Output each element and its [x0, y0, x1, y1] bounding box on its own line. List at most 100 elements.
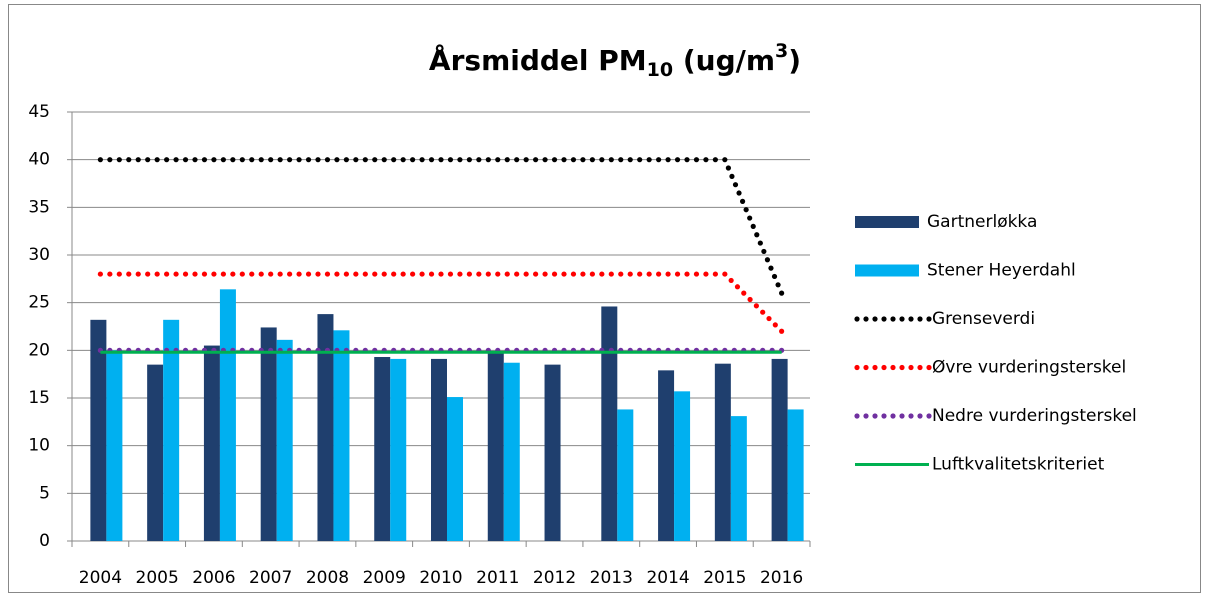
line-dot: [729, 173, 735, 179]
line-dot: [268, 157, 274, 163]
legend-swatch: [854, 413, 932, 419]
x-tick-label: 2005: [136, 568, 179, 588]
line-dot: [372, 271, 378, 277]
line-dot: [703, 157, 709, 163]
line-dot: [514, 271, 520, 277]
legend-dot: [872, 316, 878, 322]
x-tick-label: 2006: [192, 568, 235, 588]
line-dot: [703, 271, 709, 277]
line-dot: [447, 157, 454, 163]
line-dot: [447, 271, 454, 277]
line-dot: [504, 271, 510, 277]
legend-dot: [854, 364, 860, 371]
line-dot: [410, 157, 416, 163]
line-dot: [665, 157, 671, 163]
y-tick-label: 15: [28, 388, 50, 408]
bar: [163, 319, 180, 541]
line-dot: [173, 271, 179, 277]
legend-dot: [881, 364, 887, 371]
line-dot: [182, 157, 189, 163]
line-dot: [646, 271, 652, 277]
line-dot: [684, 271, 690, 277]
line-dot: [725, 165, 731, 171]
bar: [147, 364, 164, 541]
legend-dot: [917, 316, 923, 322]
legend-dot: [917, 364, 923, 371]
bar: [658, 370, 675, 541]
legend-dot: [899, 316, 905, 322]
bar: [601, 306, 618, 541]
line-dot: [750, 223, 756, 229]
x-tick-label: 2015: [703, 568, 746, 588]
title-part: (ug/m: [673, 44, 775, 77]
line-dot: [268, 271, 274, 277]
line-dot: [343, 157, 349, 163]
line-dot: [419, 157, 425, 163]
line-dot: [485, 157, 491, 163]
line-dot: [239, 271, 245, 277]
legend-dot: [872, 413, 878, 419]
line-dot: [334, 157, 340, 163]
line-dot: [391, 271, 397, 277]
bar: [260, 327, 277, 541]
line-dot: [135, 157, 141, 163]
line-dot: [239, 157, 245, 163]
legend-dot: [908, 364, 914, 371]
line-dot: [362, 157, 368, 163]
line-dot: [353, 271, 359, 277]
bar: [106, 350, 123, 541]
bar: [390, 358, 407, 541]
line-dot: [296, 157, 302, 163]
legend-dot: [926, 413, 932, 419]
legend-dot: [872, 364, 878, 371]
legend-dot: [899, 413, 905, 419]
line-dot: [296, 271, 302, 277]
line-dot: [684, 157, 690, 163]
line-dot: [438, 157, 444, 163]
line-dot: [182, 271, 189, 277]
legend-label: Øvre vurderingsterskel: [932, 358, 1126, 378]
x-tick-label: 2016: [760, 568, 803, 588]
line-dot: [753, 303, 759, 309]
legend-swatch: [855, 264, 919, 277]
line-dot: [192, 157, 198, 163]
line-dot: [533, 157, 539, 163]
line-dot: [764, 257, 771, 263]
dotted-line: [97, 271, 785, 334]
y-tick-label: 10: [28, 436, 50, 456]
y-tick-label: 5: [39, 483, 50, 503]
dotted-line: [97, 157, 785, 296]
line-dot: [533, 271, 539, 277]
line-dot: [476, 157, 482, 163]
line-dot: [400, 157, 406, 163]
line-dot: [457, 271, 463, 277]
line-dot: [542, 157, 548, 163]
line-dot: [580, 157, 586, 163]
line-dot: [561, 271, 567, 277]
title-part: 10: [647, 59, 673, 81]
line-dot: [772, 322, 778, 328]
line-dot: [761, 248, 767, 255]
line-dot: [495, 157, 501, 163]
line-dot: [258, 157, 264, 163]
line-dot: [561, 157, 567, 163]
line-dot: [542, 271, 548, 277]
line-dot: [551, 271, 558, 277]
bar: [771, 358, 788, 541]
legend-swatch: [854, 364, 932, 371]
line-dot: [154, 157, 160, 163]
y-tick-label: 25: [28, 293, 50, 313]
line-dot: [495, 271, 501, 277]
x-tick-label: 2009: [363, 568, 406, 588]
line-dot: [523, 271, 529, 277]
legend-dot: [908, 316, 914, 322]
line-dot: [258, 271, 264, 277]
line-dot: [504, 157, 510, 163]
legend-dot: [908, 413, 914, 419]
x-tick-label: 2007: [249, 568, 292, 588]
line-dot: [145, 271, 151, 277]
line-dot: [627, 157, 633, 163]
line-dot: [466, 157, 472, 163]
line-dot: [315, 157, 321, 163]
y-tick-label: 30: [28, 245, 50, 265]
